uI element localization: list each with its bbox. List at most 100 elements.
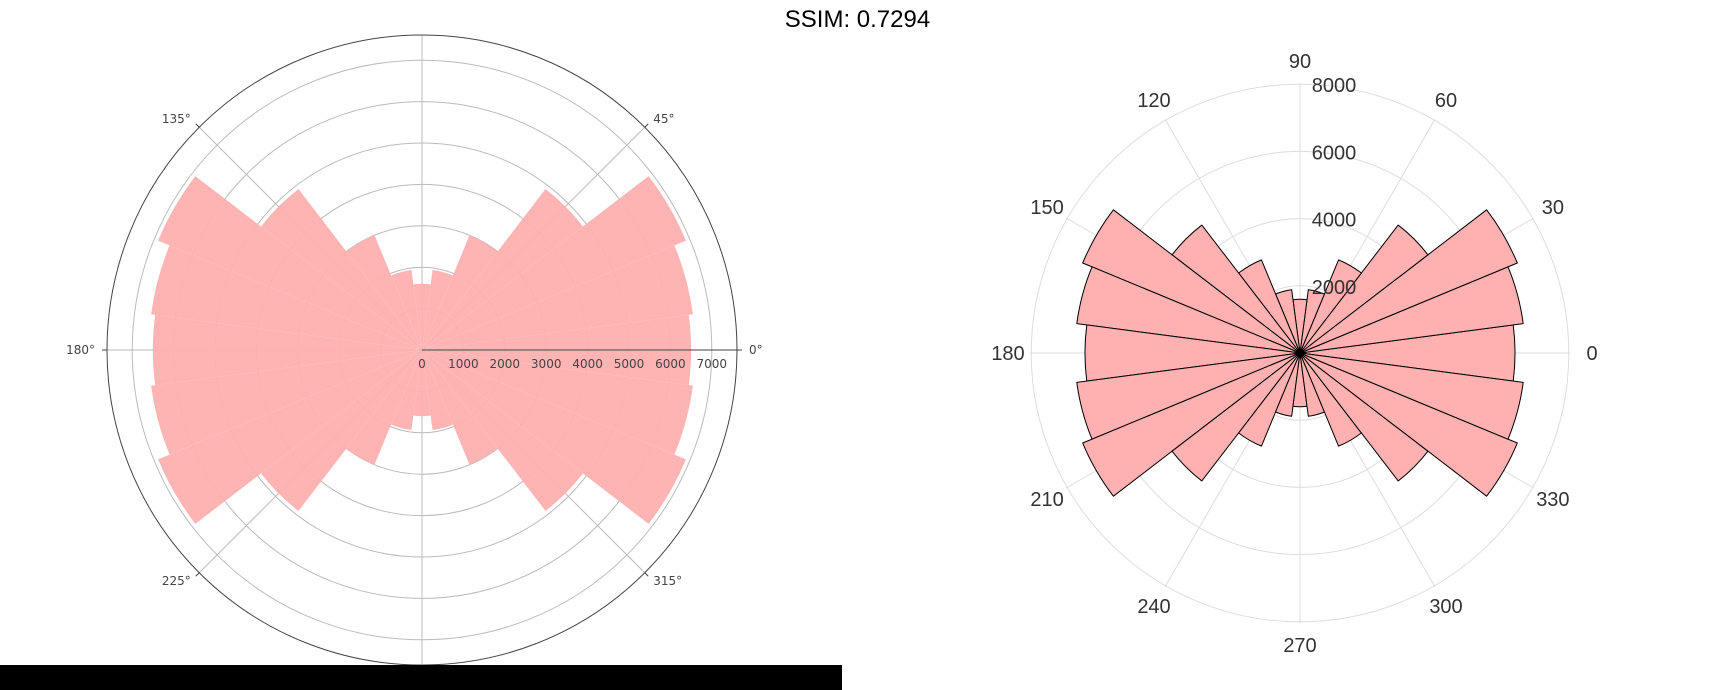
right-radial-tick-label: 4000 (1312, 210, 1357, 232)
left-bar (422, 245, 693, 350)
left-bar (422, 235, 498, 350)
right-grid-circle (1232, 285, 1368, 421)
right-angle-label: 60 (1435, 90, 1457, 112)
page-title: SSIM: 0.7294 (784, 6, 931, 33)
left-angle-label: 45° (653, 112, 674, 126)
left-bar (422, 350, 498, 465)
right-bar (1238, 259, 1301, 354)
right-grid-spoke (1164, 352, 1301, 588)
left-bar (413, 283, 431, 350)
right-grid-circle (1030, 83, 1570, 623)
right-grid-circle (1097, 150, 1503, 556)
right-radial-tick-label: 8000 (1312, 75, 1357, 97)
right-grid-spoke (1065, 352, 1301, 489)
left-bar (158, 350, 422, 524)
left-bar (422, 176, 686, 350)
right-bar (1299, 352, 1362, 447)
left-bar (261, 189, 422, 350)
left-bar (152, 314, 422, 386)
left-angle-label: 135° (162, 112, 191, 126)
right-bar (1299, 324, 1516, 382)
right-bar (1299, 289, 1325, 354)
right-bar (1292, 298, 1308, 354)
right-grid-spoke (1299, 118, 1436, 354)
left-bar (422, 350, 686, 524)
right-bar (1299, 209, 1518, 354)
left-radial-tick-label: 6000 (655, 357, 686, 371)
left-radial-tick-label: 7000 (697, 357, 728, 371)
left-angle-tick (195, 572, 200, 577)
left-radial-tick-label: 3000 (531, 357, 562, 371)
left-angle-tick (644, 123, 649, 128)
right-bar (1076, 266, 1301, 354)
left-bar (413, 350, 431, 417)
left-chart-labels: 0 1000 2000 3000 4000 5000 6000 7000 0° 45° 135° 18… (66, 112, 763, 588)
right-bar (1238, 352, 1301, 447)
left-radial-tick-label: 0 (418, 357, 426, 371)
right-grid-spoke (1164, 118, 1301, 354)
left-bar (151, 350, 422, 455)
left-bar (422, 269, 453, 350)
left-radial-tick-label: 1000 (448, 357, 479, 371)
right-bar (1299, 352, 1524, 440)
left-bar (391, 269, 422, 350)
left-bar (422, 350, 693, 455)
right-bar (1299, 352, 1518, 497)
right-bar (1299, 352, 1429, 482)
right-radial-tick-label: 6000 (1312, 142, 1357, 164)
right-angle-label: 180 (991, 343, 1024, 365)
right-grid-spoke (1299, 217, 1535, 354)
right-angle-label: 330 (1536, 489, 1569, 511)
right-bar (1275, 289, 1301, 354)
right-bar (1299, 224, 1429, 354)
right-bar (1171, 224, 1301, 354)
right-angle-label: 210 (1030, 489, 1063, 511)
right-angle-label: 270 (1283, 635, 1316, 657)
black-strip (0, 665, 842, 690)
right-angle-label: 120 (1137, 90, 1170, 112)
left-angle-label: 315° (653, 574, 682, 588)
left-bar (422, 189, 583, 350)
right-angle-label: 300 (1429, 596, 1462, 618)
right-angle-label: 90 (1289, 51, 1311, 73)
right-chart-bars (1076, 209, 1524, 497)
right-bar (1299, 259, 1362, 354)
left-bar (151, 245, 422, 350)
left-bar (158, 176, 422, 350)
left-chart-bars (151, 176, 693, 524)
left-polar-rose-chart: 0 1000 2000 3000 4000 5000 6000 7000 0° 45° 135° 18… (66, 34, 763, 666)
left-angle-label: 0° (749, 343, 763, 357)
right-bar (1299, 266, 1524, 354)
left-bar (422, 350, 453, 431)
left-bar (391, 350, 422, 431)
right-chart-labels: 2000 4000 6000 8000 0 30 60 90 120 150 180 210 240 27… (991, 51, 1597, 657)
right-bar (1171, 352, 1301, 482)
right-grid-circle (1165, 218, 1435, 488)
right-grid-spoke (1299, 352, 1436, 588)
left-angle-tick (195, 123, 200, 128)
left-bar (261, 350, 422, 511)
left-angle-label: 180° (66, 343, 95, 357)
left-bar (422, 350, 583, 511)
right-bar (1292, 352, 1308, 408)
right-angle-label: 0 (1586, 343, 1597, 365)
left-radial-tick-label: 2000 (490, 357, 521, 371)
left-bar (346, 235, 422, 350)
right-bar (1082, 352, 1301, 497)
right-bar (1076, 352, 1301, 440)
right-bar (1275, 352, 1301, 417)
right-angle-label: 240 (1137, 596, 1170, 618)
right-bar (1299, 352, 1325, 417)
right-radial-tick-label: 2000 (1312, 277, 1357, 299)
left-angle-label: 225° (162, 574, 191, 588)
right-bar (1082, 209, 1301, 354)
left-bar (346, 350, 422, 465)
left-radial-tick-label: 4000 (572, 357, 603, 371)
right-grid-spoke (1065, 217, 1301, 354)
left-radial-tick-label: 5000 (614, 357, 645, 371)
left-angle-tick (644, 572, 649, 577)
right-angle-label: 150 (1030, 197, 1063, 219)
right-bar (1084, 324, 1301, 382)
right-grid-spoke (1299, 352, 1535, 489)
right-chart-grid (1030, 83, 1570, 623)
